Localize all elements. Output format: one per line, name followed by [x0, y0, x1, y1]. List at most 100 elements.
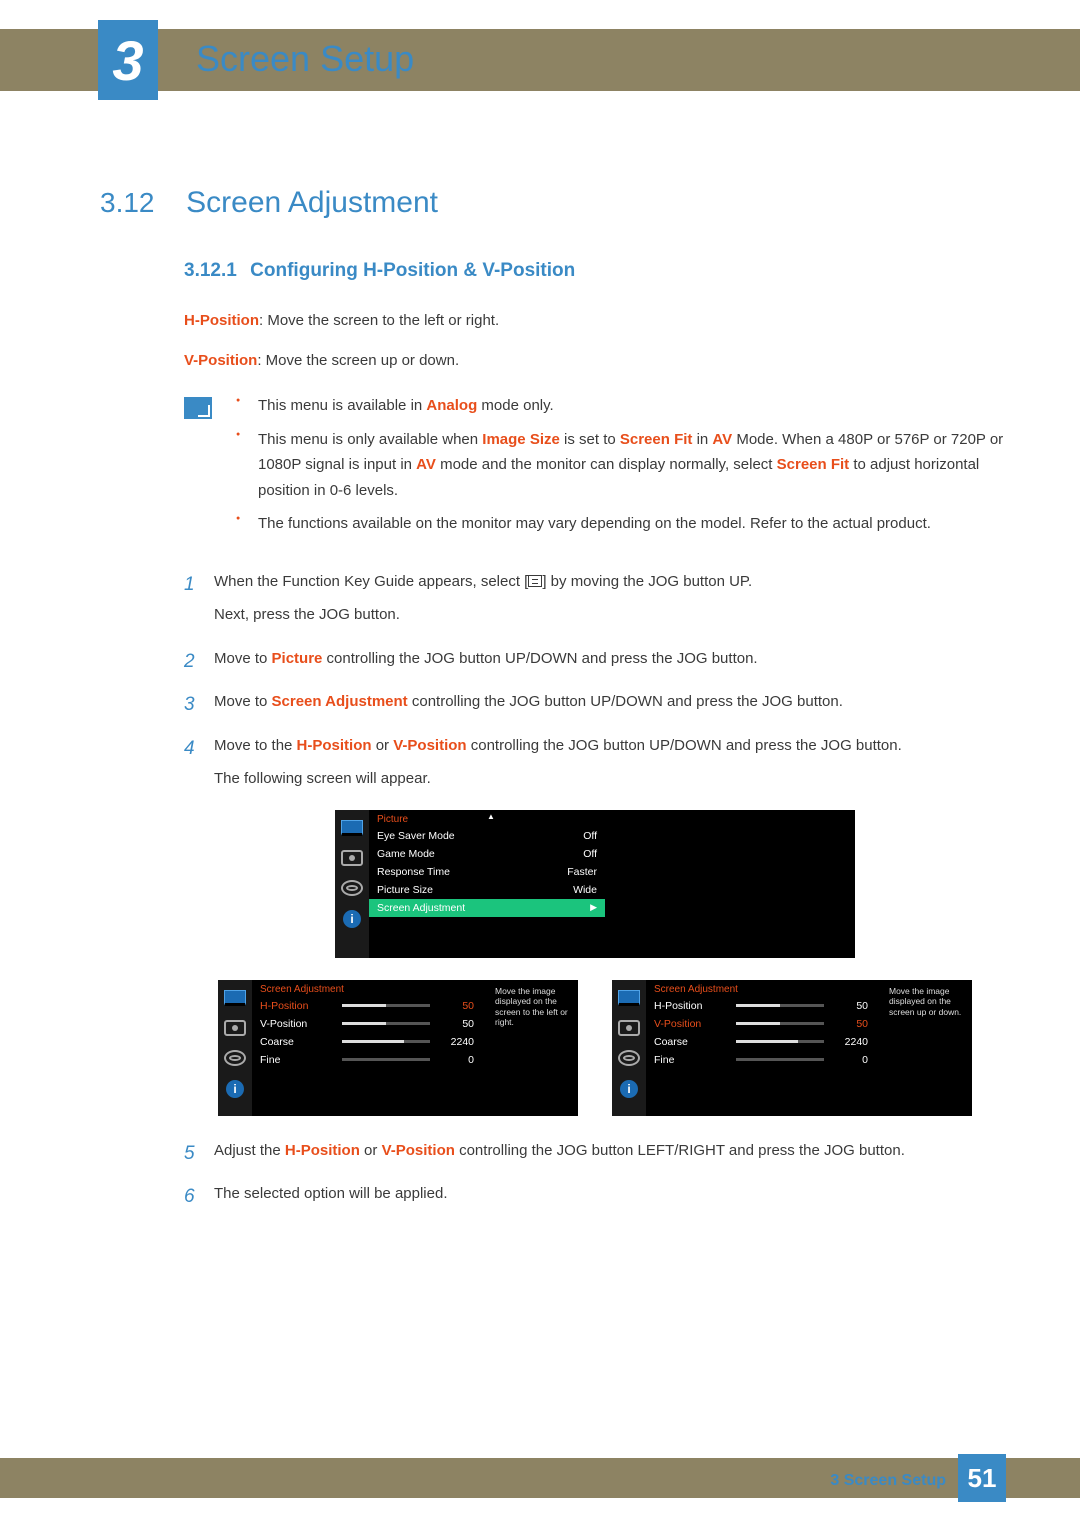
- t: in: [692, 431, 712, 448]
- section-number: 3.12: [100, 187, 182, 219]
- osd-row-value: 50: [832, 1018, 868, 1030]
- k: Screen Adjustment: [272, 693, 408, 710]
- osd-row-value: Off: [537, 830, 597, 842]
- step-number: 6: [184, 1181, 214, 1215]
- note-bullet-2: This menu is only available when Image S…: [236, 427, 1006, 504]
- osd-row-label: Screen Adjustment: [377, 902, 586, 914]
- osd-row-value: Faster: [537, 866, 597, 878]
- footer-chapter-label: 3 Screen Setup: [830, 1472, 946, 1490]
- osd-slider-track: [342, 1004, 430, 1007]
- osd-row-value: 2240: [438, 1036, 474, 1048]
- osd-row-value: 2240: [832, 1036, 868, 1048]
- monitor-icon: [618, 990, 640, 1006]
- osd-row: Coarse 2240: [646, 1033, 882, 1051]
- steps-continued: 5 Adjust the H-Position or V-Position co…: [184, 1138, 1006, 1215]
- k: H-Position: [285, 1142, 360, 1159]
- osd-slider-fill: [342, 1040, 404, 1043]
- osd-slider-track: [736, 1058, 824, 1061]
- step-body: Adjust the H-Position or V-Position cont…: [214, 1138, 1006, 1172]
- k: Analog: [426, 397, 477, 414]
- intro-hpos-text: : Move the screen to the left or right.: [259, 312, 499, 329]
- osd-row-label: Coarse: [654, 1036, 728, 1048]
- subsection-title: Configuring H-Position & V-Position: [250, 260, 575, 281]
- k: Screen Fit: [620, 431, 693, 448]
- step-body: Move to Screen Adjustment controlling th…: [214, 689, 1006, 723]
- osd-row: Fine0: [646, 1051, 882, 1069]
- osd-row: Game ModeOff: [369, 845, 605, 863]
- osd-slider-track: [342, 1058, 430, 1061]
- osd-sidebar-icons: i: [612, 980, 646, 1116]
- note-bullets: This menu is available in Analog mode on…: [236, 393, 1006, 545]
- intro-vpos-text: : Move the screen up or down.: [257, 352, 459, 369]
- osd-row: V-Position 50: [252, 1015, 488, 1033]
- osd-sidebar-icons: i: [218, 980, 252, 1116]
- k: V-Position: [382, 1142, 455, 1159]
- osd-slider-track: [342, 1022, 430, 1025]
- osd-row-label: V-Position: [260, 1018, 334, 1030]
- osd-row: Fine0: [252, 1051, 488, 1069]
- osd-row-label: H-Position: [260, 1000, 334, 1012]
- arrow-up-icon: ▲: [487, 812, 495, 821]
- osd-panel: i Picture▲ Eye Saver ModeOffGame ModeOff…: [335, 810, 855, 958]
- t: controlling the JOG button UP/DOWN and p…: [322, 650, 757, 667]
- steps: 1 When the Function Key Guide appears, s…: [184, 569, 1006, 800]
- osd-title: Picture ▲: [369, 810, 605, 827]
- k: AV: [712, 431, 732, 448]
- t: Picture: [377, 814, 408, 825]
- monitor-icon: [224, 990, 246, 1006]
- osd-slider-fill: [736, 1022, 780, 1025]
- osd-row-value: 50: [438, 1018, 474, 1030]
- t: This menu is only available when: [258, 431, 482, 448]
- term-vposition: V-Position: [184, 352, 257, 369]
- intro-vposition: V-Position: Move the screen up or down.: [184, 348, 1006, 374]
- section-heading: 3.12 Screen Adjustment: [100, 186, 1006, 220]
- step-2: 2 Move to Picture controlling the JOG bu…: [184, 646, 1006, 680]
- t: mode only.: [477, 397, 553, 414]
- osd-row-value: 0: [832, 1054, 868, 1066]
- osd-row: V-Position50: [646, 1015, 882, 1033]
- osd-description: Move the image displayed on the screen t…: [488, 980, 576, 1116]
- osd-slider-track: [736, 1004, 824, 1007]
- osd-row-value: Wide: [537, 884, 597, 896]
- step-body: Move to the H-Position or V-Position con…: [214, 733, 1006, 800]
- osd-slider-fill: [736, 1040, 798, 1043]
- info-icon: i: [620, 1080, 638, 1098]
- osd-row: H-Position50: [646, 997, 882, 1015]
- t: controlling the JOG button UP/DOWN and p…: [408, 693, 843, 710]
- chapter-number-badge: 3: [98, 20, 158, 100]
- note-icon: [184, 397, 212, 419]
- osd-row-value: 50: [832, 1000, 868, 1012]
- top-band: [0, 29, 1080, 91]
- osd-sidebar-icons: i: [335, 810, 369, 958]
- osd-row-value: Off: [537, 848, 597, 860]
- step-number: 4: [184, 733, 214, 800]
- step-body: When the Function Key Guide appears, sel…: [214, 569, 1006, 636]
- osd-screenshot-pair: i Screen Adjustment H-Position50V-Positi…: [184, 980, 1006, 1116]
- step-number: 2: [184, 646, 214, 680]
- osd-col-labels: Picture▲ Eye Saver ModeOffGame ModeOffRe…: [369, 810, 605, 958]
- osd-row: H-Position50: [252, 997, 488, 1015]
- t: Move to: [214, 650, 272, 667]
- osd-row-label: Game Mode: [377, 848, 537, 860]
- step-3: 3 Move to Screen Adjustment controlling …: [184, 689, 1006, 723]
- gear-icon: [341, 880, 363, 896]
- osd-slider-fill: [342, 1022, 386, 1025]
- page-content: 3.12 Screen Adjustment 3.12.1 Configurin…: [100, 186, 1006, 1225]
- t: Next, press the JOG button.: [214, 602, 1006, 628]
- t: Adjust the: [214, 1142, 285, 1159]
- subsection-heading: 3.12.1 Configuring H-Position & V-Positi…: [184, 260, 1006, 282]
- page-number-badge: 51: [958, 1454, 1006, 1502]
- k: H-Position: [297, 737, 372, 754]
- osd-title: Screen Adjustment: [252, 980, 488, 997]
- osd-row-label: Coarse: [260, 1036, 334, 1048]
- osd-description: Move the image displayed on the screen u…: [882, 980, 970, 1116]
- step-body: Move to Picture controlling the JOG butt…: [214, 646, 1006, 680]
- step-body: The selected option will be applied.: [214, 1181, 1006, 1215]
- osd-slider-track: [736, 1022, 824, 1025]
- subsection-number: 3.12.1: [184, 260, 246, 282]
- t: controlling the JOG button UP/DOWN and p…: [467, 737, 902, 754]
- osd-slider-track: [736, 1040, 824, 1043]
- osd-panel-h: i Screen Adjustment H-Position50V-Positi…: [218, 980, 578, 1116]
- osd-row-highlighted: Screen Adjustment▶: [369, 899, 605, 917]
- osd-slider-fill: [342, 1004, 386, 1007]
